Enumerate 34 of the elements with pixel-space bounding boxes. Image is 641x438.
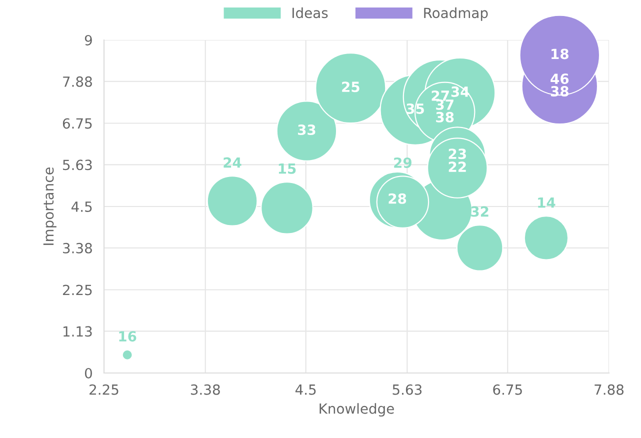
- annotation: 15: [278, 164, 296, 174]
- annotation: 38: [436, 112, 454, 122]
- annotation: 22: [448, 162, 466, 172]
- y-tick-label: 6.75: [62, 118, 92, 129]
- annotation: 14: [538, 198, 556, 208]
- y-tick-label: 0: [84, 368, 92, 378]
- x-axis-title: Knowledge: [320, 403, 394, 417]
- annotation: 46: [550, 74, 569, 84]
- y-tick-label: 1.13: [63, 326, 92, 337]
- y-tick-label: 4.5: [71, 202, 92, 212]
- x-tick-label: 4.5: [295, 384, 316, 395]
- y-tick-label: 9: [84, 34, 92, 46]
- legend-label: Roadmap: [424, 7, 488, 21]
- annotation: 29: [394, 157, 412, 168]
- annotation: 25: [342, 82, 360, 92]
- annotation: 37: [436, 99, 454, 110]
- y-axis-title: Importance: [43, 167, 56, 245]
- annotation: 27: [432, 90, 449, 101]
- annotation: 18: [552, 48, 568, 60]
- x-tick-label: 7.88: [594, 384, 624, 395]
- annotation: 16: [119, 331, 136, 342]
- annotation: 24: [224, 157, 242, 168]
- x-tick-label: 5.63: [392, 384, 422, 395]
- annotation: 33: [298, 124, 316, 136]
- annotation: 28: [388, 193, 406, 204]
- y-tick-label: 5.63: [63, 160, 92, 170]
- y-tick-label: 3.38: [63, 242, 92, 254]
- x-tick-label: 6.75: [493, 384, 522, 395]
- annotation: 23: [448, 148, 466, 160]
- annotation: 32: [471, 206, 488, 217]
- x-tick-label: 3.38: [190, 384, 220, 395]
- y-tick-label: 2.25: [62, 284, 92, 296]
- y-tick-label: 7.88: [63, 76, 92, 87]
- legend-label: Ideas: [292, 7, 328, 18]
